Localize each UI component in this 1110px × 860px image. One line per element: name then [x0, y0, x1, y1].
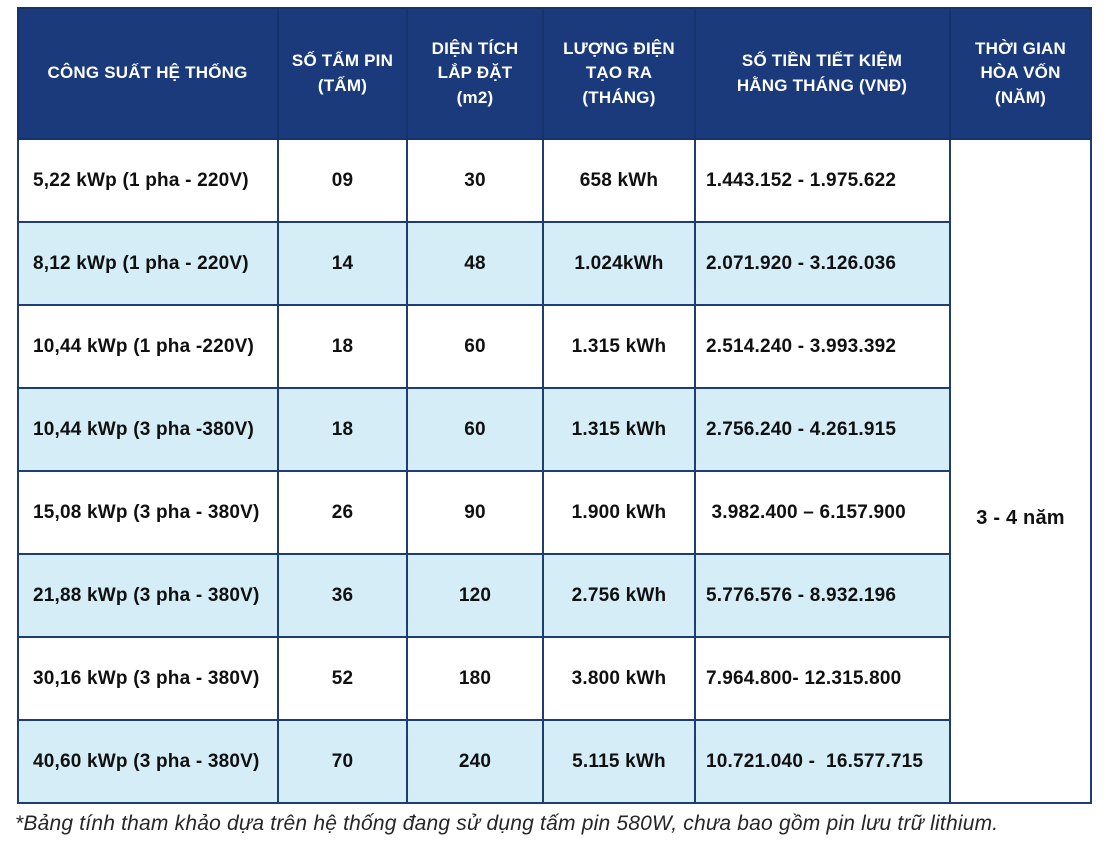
cell-capacity: 30,16 kWp (3 pha - 380V) [17, 636, 279, 721]
cell-capacity: 15,08 kWp (3 pha - 380V) [17, 470, 279, 555]
cell-area: 120 [406, 553, 544, 638]
cell-panels: 26 [277, 470, 408, 555]
cell-capacity: 8,12 kWp (1 pha - 220V) [17, 221, 279, 306]
cell-energy: 5.115 kWh [542, 719, 696, 804]
cell-savings: 1.443.152 - 1.975.622 [694, 138, 951, 223]
cell-panels: 52 [277, 636, 408, 721]
cell-energy: 1.315 kWh [542, 304, 696, 389]
cell-capacity: 40,60 kWp (3 pha - 380V) [17, 719, 279, 804]
cell-savings: 7.964.800- 12.315.800 [694, 636, 951, 721]
solar-pricing-table: CÔNG SUẤT HỆ THỐNG SỐ TẤM PIN (TẤM) DIỆN… [17, 7, 1092, 804]
cell-area: 240 [406, 719, 544, 804]
cell-savings: 5.776.576 - 8.932.196 [694, 553, 951, 638]
cell-energy: 3.800 kWh [542, 636, 696, 721]
header-area: DIỆN TÍCH LẮP ĐẶT (m2) [406, 7, 544, 140]
cell-area: 90 [406, 470, 544, 555]
cell-capacity: 5,22 kWp (1 pha - 220V) [17, 138, 279, 223]
payback-cell: 3 - 4 năm [949, 138, 1092, 804]
cell-area: 48 [406, 221, 544, 306]
cell-energy: 1.024kWh [542, 221, 696, 306]
table-body: 5,22 kWp (1 pha - 220V) 09 30 658 kWh 1.… [17, 138, 1092, 804]
table-row: 21,88 kWp (3 pha - 380V) 36 120 2.756 kW… [17, 553, 1091, 638]
cell-capacity: 21,88 kWp (3 pha - 380V) [17, 553, 279, 638]
table-row: 30,16 kWp (3 pha - 380V) 52 180 3.800 kW… [17, 636, 1091, 721]
cell-area: 60 [406, 387, 544, 472]
cell-capacity: 10,44 kWp (3 pha -380V) [17, 387, 279, 472]
cell-savings: 3.982.400 – 6.157.900 [694, 470, 951, 555]
header-payback: THỜI GIAN HÒA VỐN (NĂM) [949, 7, 1092, 140]
cell-savings: 2.756.240 - 4.261.915 [694, 387, 951, 472]
table-header: CÔNG SUẤT HỆ THỐNG SỐ TẤM PIN (TẤM) DIỆN… [17, 7, 1092, 140]
table-row: 8,12 kWp (1 pha - 220V) 14 48 1.024kWh 2… [17, 221, 1091, 306]
cell-panels: 36 [277, 553, 408, 638]
cell-area: 60 [406, 304, 544, 389]
cell-panels: 18 [277, 304, 408, 389]
cell-savings: 2.071.920 - 3.126.036 [694, 221, 951, 306]
header-savings: SỐ TIỀN TIẾT KIỆM HẰNG THÁNG (VNĐ) [694, 7, 951, 140]
table-row: 40,60 kWp (3 pha - 380V) 70 240 5.115 kW… [17, 719, 1091, 804]
header-capacity: CÔNG SUẤT HỆ THỐNG [17, 7, 279, 140]
header-energy: LƯỢNG ĐIỆN TẠO RA (THÁNG) [542, 7, 696, 140]
table-row: 10,44 kWp (1 pha -220V) 18 60 1.315 kWh … [17, 304, 1091, 389]
table-row: 5,22 kWp (1 pha - 220V) 09 30 658 kWh 1.… [17, 138, 1092, 804]
cell-capacity: 10,44 kWp (1 pha -220V) [17, 304, 279, 389]
cell-panels: 14 [277, 221, 408, 306]
cell-energy: 658 kWh [542, 138, 696, 223]
cell-area: 30 [406, 138, 544, 223]
cell-area: 180 [406, 636, 544, 721]
cell-panels: 70 [277, 719, 408, 804]
header-row: CÔNG SUẤT HỆ THỐNG SỐ TẤM PIN (TẤM) DIỆN… [17, 7, 1092, 140]
cell-energy: 1.315 kWh [542, 387, 696, 472]
table-row: 15,08 kWp (3 pha - 380V) 26 90 1.900 kWh… [17, 470, 1091, 555]
cell-energy: 1.900 kWh [542, 470, 696, 555]
cell-panels: 09 [277, 138, 408, 223]
cell-energy: 2.756 kWh [542, 553, 696, 638]
cell-savings: 2.514.240 - 3.993.392 [694, 304, 951, 389]
cell-panels: 18 [277, 387, 408, 472]
cell-savings: 10.721.040 - 16.577.715 [694, 719, 951, 804]
table-row: 10,44 kWp (3 pha -380V) 18 60 1.315 kWh … [17, 387, 1091, 472]
header-panels: SỐ TẤM PIN (TẤM) [277, 7, 408, 140]
footnote: *Bảng tính tham khảo dựa trên hệ thống đ… [15, 812, 999, 835]
